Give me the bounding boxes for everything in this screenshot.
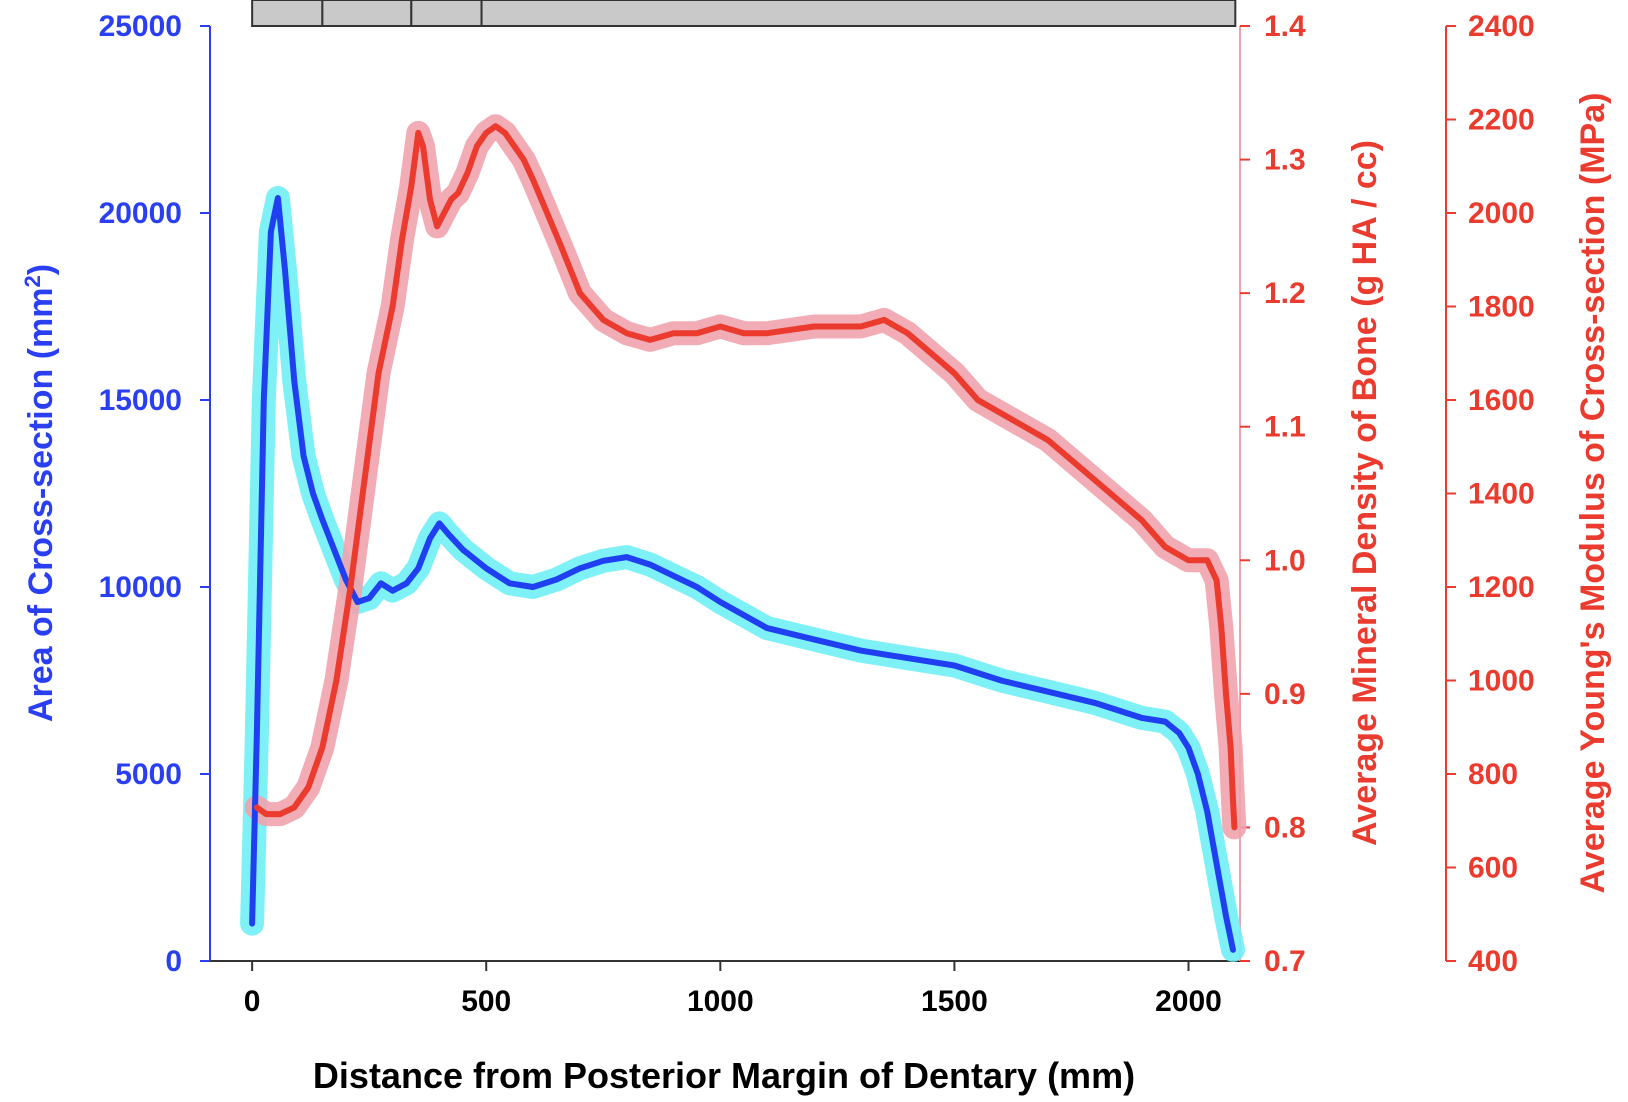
left-tick-label: 5000 (115, 758, 182, 791)
left-axis-label: Area of Cross-section (mm2) (20, 264, 60, 722)
left-axis-label-sup: 2 (20, 275, 45, 287)
x-tick-label: 500 (461, 985, 511, 1018)
right2-tick-label: 2000 (1468, 197, 1535, 230)
right1-tick-label: 1.3 (1264, 144, 1306, 177)
top-bar-segment (411, 0, 481, 26)
left-axis-label-end: ) (22, 264, 60, 275)
top-bar-segment (322, 0, 411, 26)
top-bar-segment (482, 0, 1236, 26)
right1-axis-ticks: 0.7 0.8 0.9 1.0 1.1 1.2 1.3 1.4 (1240, 10, 1306, 978)
left-tick-label: 0 (165, 945, 182, 978)
series-2-line (257, 126, 1235, 827)
right2-axis-ticks: 400 600 800 1000 1200 1400 1600 1800 2000 2200 240… (1446, 10, 1535, 978)
right1-tick-label: 1.2 (1264, 277, 1306, 310)
right2-tick-label: 1800 (1468, 291, 1535, 324)
right2-axis-label: Average Young's Modulus of Cross-section… (1574, 93, 1612, 894)
x-tick-label: 2000 (1155, 985, 1222, 1018)
right1-tick-label: 1.1 (1264, 411, 1306, 444)
right2-tick-label: 400 (1468, 945, 1518, 978)
right1-tick-label: 0.9 (1264, 678, 1306, 711)
right2-tick-label: 1200 (1468, 571, 1535, 604)
left-tick-label: 25000 (99, 10, 182, 43)
x-axis-label: Distance from Posterior Margin of Dentar… (313, 1055, 1135, 1096)
right1-tick-label: 0.8 (1264, 811, 1306, 844)
left-tick-label: 20000 (99, 197, 182, 230)
right2-tick-label: 2400 (1468, 10, 1535, 43)
series-layer (252, 126, 1234, 950)
top-bar (252, 0, 1235, 26)
x-tick-label: 1500 (921, 985, 988, 1018)
right1-tick-label: 1.4 (1264, 10, 1306, 43)
right2-tick-label: 1000 (1468, 665, 1535, 698)
right1-tick-label: 0.7 (1264, 945, 1306, 978)
left-tick-label: 10000 (99, 571, 182, 604)
right2-tick-label: 1600 (1468, 384, 1535, 417)
right2-tick-label: 600 (1468, 852, 1518, 885)
x-tick-label: 0 (244, 985, 261, 1018)
right2-tick-label: 2200 (1468, 104, 1535, 137)
right1-tick-label: 1.0 (1264, 544, 1306, 577)
left-axis-ticks: 0 5000 10000 15000 20000 25000 (99, 10, 210, 978)
x-axis-ticks: 0 500 1000 1500 2000 (244, 961, 1222, 1018)
right1-axis-label: Average Mineral Density of Bone (g HA / … (1346, 140, 1384, 846)
right2-tick-label: 1400 (1468, 478, 1535, 511)
left-tick-label: 15000 (99, 384, 182, 417)
right2-tick-label: 800 (1468, 758, 1518, 791)
top-bar-segment (252, 0, 322, 26)
left-axis-label-main: Area of Cross-section (mm (22, 288, 60, 723)
x-tick-label: 1000 (687, 985, 754, 1018)
